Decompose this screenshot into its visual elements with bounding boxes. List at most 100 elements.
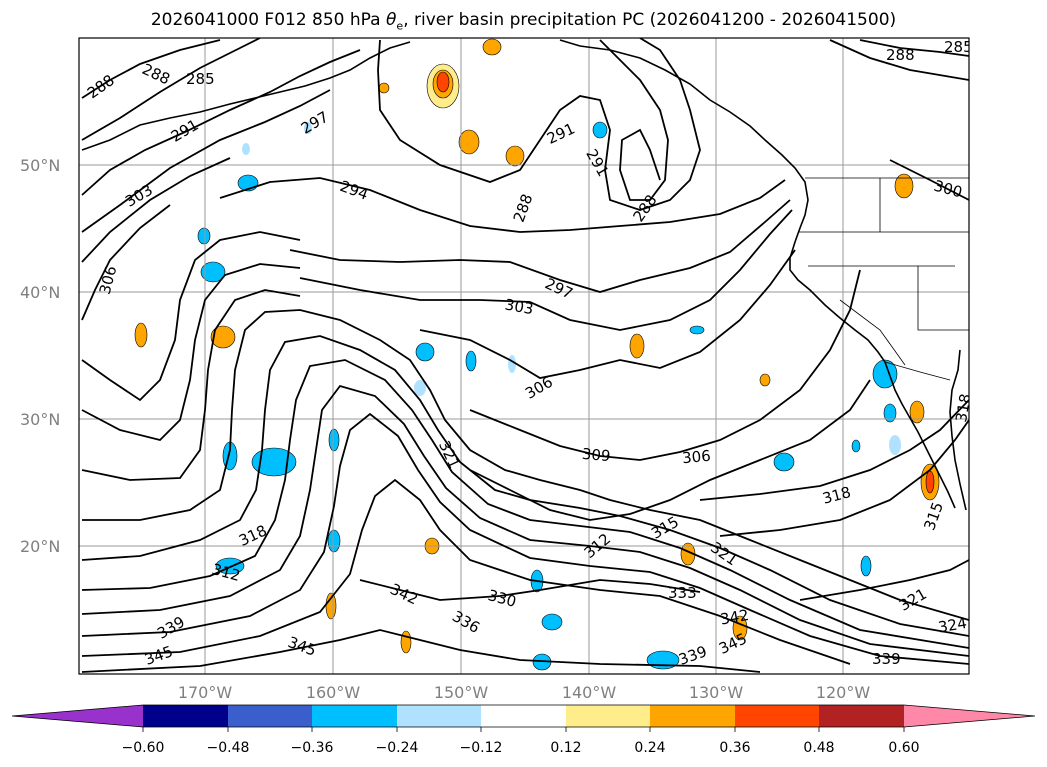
- lon-label-140w: 140°W: [562, 683, 617, 702]
- contour-label: 339: [872, 650, 901, 668]
- precip-blob: [541, 613, 563, 631]
- precip-blob: [400, 630, 412, 654]
- contour-label: 339: [154, 613, 188, 643]
- contour-label: 315: [920, 500, 947, 533]
- baja-coast: [884, 361, 956, 509]
- colorbar-tick-label: 0.48: [803, 740, 834, 756]
- contour-label: 300: [932, 177, 964, 202]
- contour-291-n: [377, 38, 701, 211]
- contour-label: 324: [937, 614, 968, 637]
- precip-blob: [415, 342, 435, 362]
- contour-label: 285: [186, 70, 215, 88]
- colorbar-tick-label: −0.24: [376, 740, 419, 756]
- contour-jet-4: [81, 384, 969, 657]
- precip-blob: [759, 373, 771, 387]
- title-subscript: e: [396, 19, 404, 33]
- contour-label: 312: [581, 530, 615, 562]
- precip-blob: [200, 261, 226, 283]
- contour-315-w: [81, 289, 301, 481]
- contour-312-c: [469, 379, 871, 521]
- contour-label: 291: [544, 119, 578, 147]
- precip-blob: [328, 428, 340, 452]
- contour-label: 306: [522, 373, 556, 403]
- contour-label: 303: [122, 181, 156, 211]
- alaska-coast: [81, 41, 411, 151]
- title-main: 2026041000 F012 850 hPa: [150, 10, 386, 30]
- colorbar-segment: [566, 705, 650, 727]
- precip-blob: [629, 333, 645, 359]
- lat-label-50n: 50°N: [20, 156, 60, 175]
- gulf-coast: [559, 39, 886, 363]
- precip-blob: [505, 145, 525, 167]
- colorbar-segment: [312, 705, 397, 727]
- colorbar-tick-label: −0.60: [122, 740, 165, 756]
- theta-e-contours: [81, 38, 969, 673]
- contour-label: 342: [387, 580, 421, 608]
- contour-label: 288: [510, 192, 537, 225]
- precip-blob: [327, 529, 341, 553]
- colorbar-tick-label: −0.48: [207, 740, 250, 756]
- precip-blob: [889, 435, 901, 455]
- contour-label: 321: [896, 585, 930, 615]
- precip-blob: [465, 350, 477, 372]
- contour-jet-3: [81, 359, 969, 649]
- contour-312-w: [81, 263, 301, 441]
- contour-294: [219, 177, 786, 233]
- contour-300-ne: [889, 159, 969, 201]
- contour-303-c: [299, 209, 793, 331]
- lon-label-130w: 130°W: [689, 683, 744, 702]
- precip-blob: [909, 400, 925, 424]
- precip-blob: [851, 439, 861, 453]
- contour-label: 333: [668, 584, 697, 602]
- contour-label: 309: [581, 445, 611, 465]
- colorbar-extend-low: [12, 705, 143, 727]
- colorbar-tick-label: −0.12: [460, 740, 503, 756]
- precip-blob: [925, 470, 935, 494]
- contour-label: 315: [648, 513, 682, 543]
- contour-jet-5: [81, 412, 969, 665]
- contour-label: 342: [719, 606, 750, 629]
- map-title: 2026041000 F012 850 hPa θe, river basin …: [0, 10, 1047, 32]
- latitude-labels: 50°N 40°N 30°N 20°N: [20, 156, 60, 556]
- contour-jet-2: [81, 335, 969, 637]
- lon-label-150w: 150°W: [434, 683, 489, 702]
- contour-label: 336: [449, 607, 483, 637]
- lat-label-40n: 40°N: [20, 283, 60, 302]
- contour-297-nw: [81, 89, 331, 233]
- contour-label: 288: [139, 60, 173, 88]
- contour-label: 303: [503, 296, 534, 319]
- lon-label-160w: 160°W: [306, 683, 361, 702]
- precip-blob: [482, 38, 502, 56]
- contour-label: 321: [707, 538, 741, 569]
- colorbar-segment: [397, 705, 481, 727]
- contour-label: 339: [676, 642, 709, 669]
- contour-309-c: [469, 269, 861, 461]
- contour-291-nw: [81, 49, 361, 196]
- contour-label: 288: [629, 191, 660, 225]
- title-rest: , river basin precipitation PC (20260412…: [403, 10, 897, 30]
- precip-blob: [197, 227, 211, 245]
- us-mexico-border: [884, 361, 951, 381]
- contour-321-e: [719, 419, 969, 537]
- colorbar-segment: [228, 705, 312, 727]
- contour-label: 306: [681, 447, 711, 467]
- coastlines: [81, 39, 969, 511]
- contour-label: 297: [298, 108, 332, 138]
- contour-288-ne: [859, 39, 969, 57]
- precip-blob: [458, 129, 480, 155]
- precip-blob: [414, 380, 426, 396]
- gridlines: [79, 38, 969, 674]
- colorbar-tick-label: 0.36: [719, 740, 750, 756]
- colorbar-segment: [650, 705, 735, 727]
- precip-blob: [134, 322, 148, 348]
- precip-blob: [773, 452, 795, 472]
- lon-label-170w: 170°W: [178, 683, 233, 702]
- colorbar-segment: [481, 705, 566, 727]
- map-frame: [78, 37, 970, 675]
- contour-342: [81, 478, 851, 665]
- contour-309-w: [81, 231, 301, 402]
- lat-label-30n: 30°N: [20, 410, 60, 429]
- precip-shading: [134, 38, 940, 671]
- contour-label: 285: [944, 38, 973, 56]
